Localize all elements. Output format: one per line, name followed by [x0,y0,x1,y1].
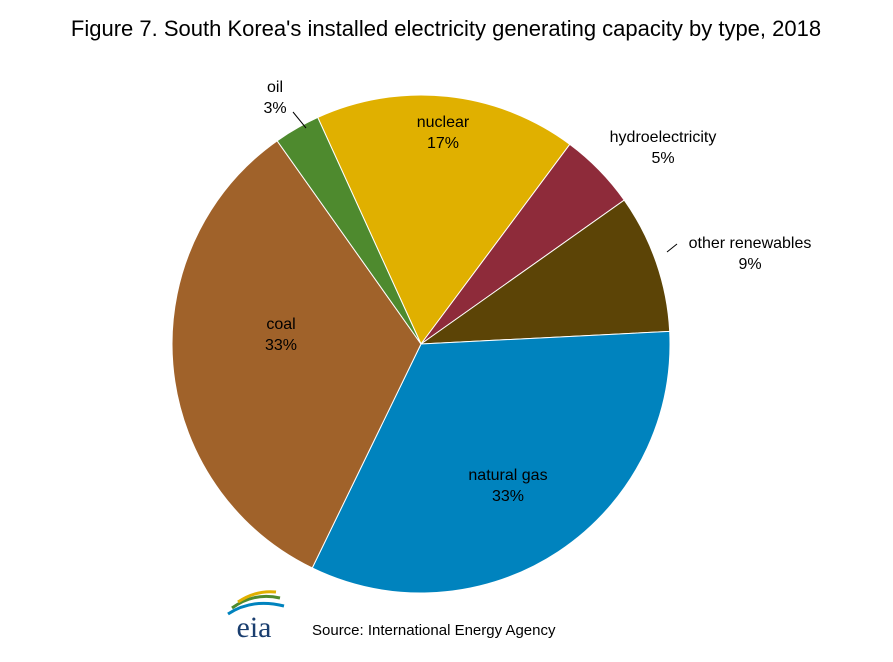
value-label: 17% [427,135,459,152]
logo: eia [227,590,285,644]
leader-line [292,111,307,129]
slice-label: hydroelectricity [610,129,717,146]
pie-slice [311,330,671,594]
slice-label: natural gas [468,467,547,484]
slice-label: oil [267,79,283,96]
pie-slice [171,140,422,569]
logo-text: eia [237,611,272,644]
logo-arc [227,601,285,616]
pie-slice [276,116,422,345]
leader-line [666,243,678,253]
value-label: 33% [492,488,524,505]
value-label: 3% [263,100,286,117]
pie-slice [317,94,571,345]
logo-arc [237,590,277,604]
pie-slice [419,199,671,345]
pie: nuclear 17% hydroelectricity 5% other renewa… [171,79,812,594]
value-label: 33% [265,337,297,354]
source: Source: International Energy Agency [312,622,556,639]
slice-label: nuclear [417,114,470,131]
logo-arc [231,594,281,610]
slice-label: other renewables [689,235,812,252]
slice-label: coal [266,316,295,333]
chart-title: Figure 7. South Korea's installed electr… [71,16,821,41]
value-label: 9% [738,256,761,273]
value-label: 5% [651,150,674,167]
